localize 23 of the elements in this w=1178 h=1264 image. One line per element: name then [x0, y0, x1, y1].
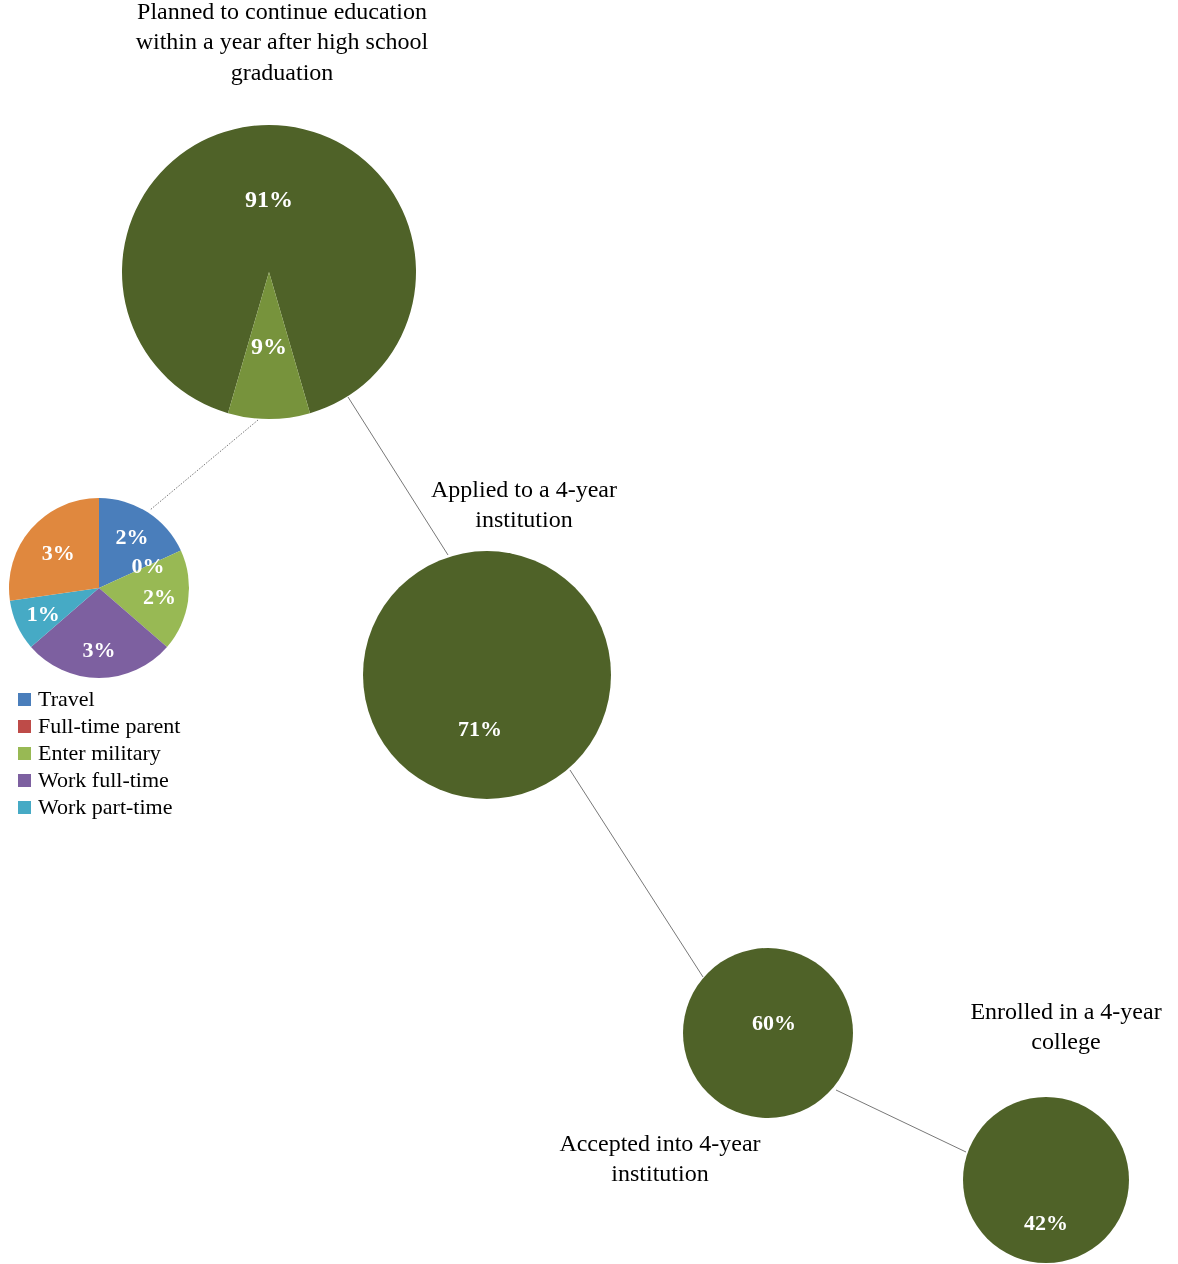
category-label: Accepted into 4-year institution — [559, 1130, 761, 1187]
category-label: Enrolled in a 4-year college — [970, 998, 1162, 1055]
data-label: 42% — [1024, 1210, 1068, 1235]
chart-title: Planned to continue education within a year after high school graduation — [135, 0, 429, 85]
category-label: Applied to a 4-year institution — [431, 476, 617, 533]
legend-label: Enter military — [38, 740, 161, 765]
legend-label: Work part-time — [38, 794, 173, 819]
data-label: 91% — [245, 185, 293, 212]
data-label: 1% — [26, 601, 60, 627]
pie-slice — [122, 125, 416, 414]
data-label: 60% — [752, 1010, 796, 1035]
pie-slice — [9, 498, 99, 601]
legend-label: Full-time parent — [38, 713, 181, 738]
data-label: 9% — [251, 332, 287, 359]
data-label: 71% — [458, 716, 502, 741]
legend-label: Work full-time — [38, 767, 169, 792]
data-label: 2% — [143, 584, 177, 610]
data-label: 2% — [115, 524, 149, 550]
pie-slice — [227, 272, 311, 419]
data-label: 3% — [82, 636, 116, 662]
data-label: 3% — [41, 540, 75, 566]
pie-slice — [99, 498, 181, 588]
legend-label: Travel — [38, 686, 95, 711]
